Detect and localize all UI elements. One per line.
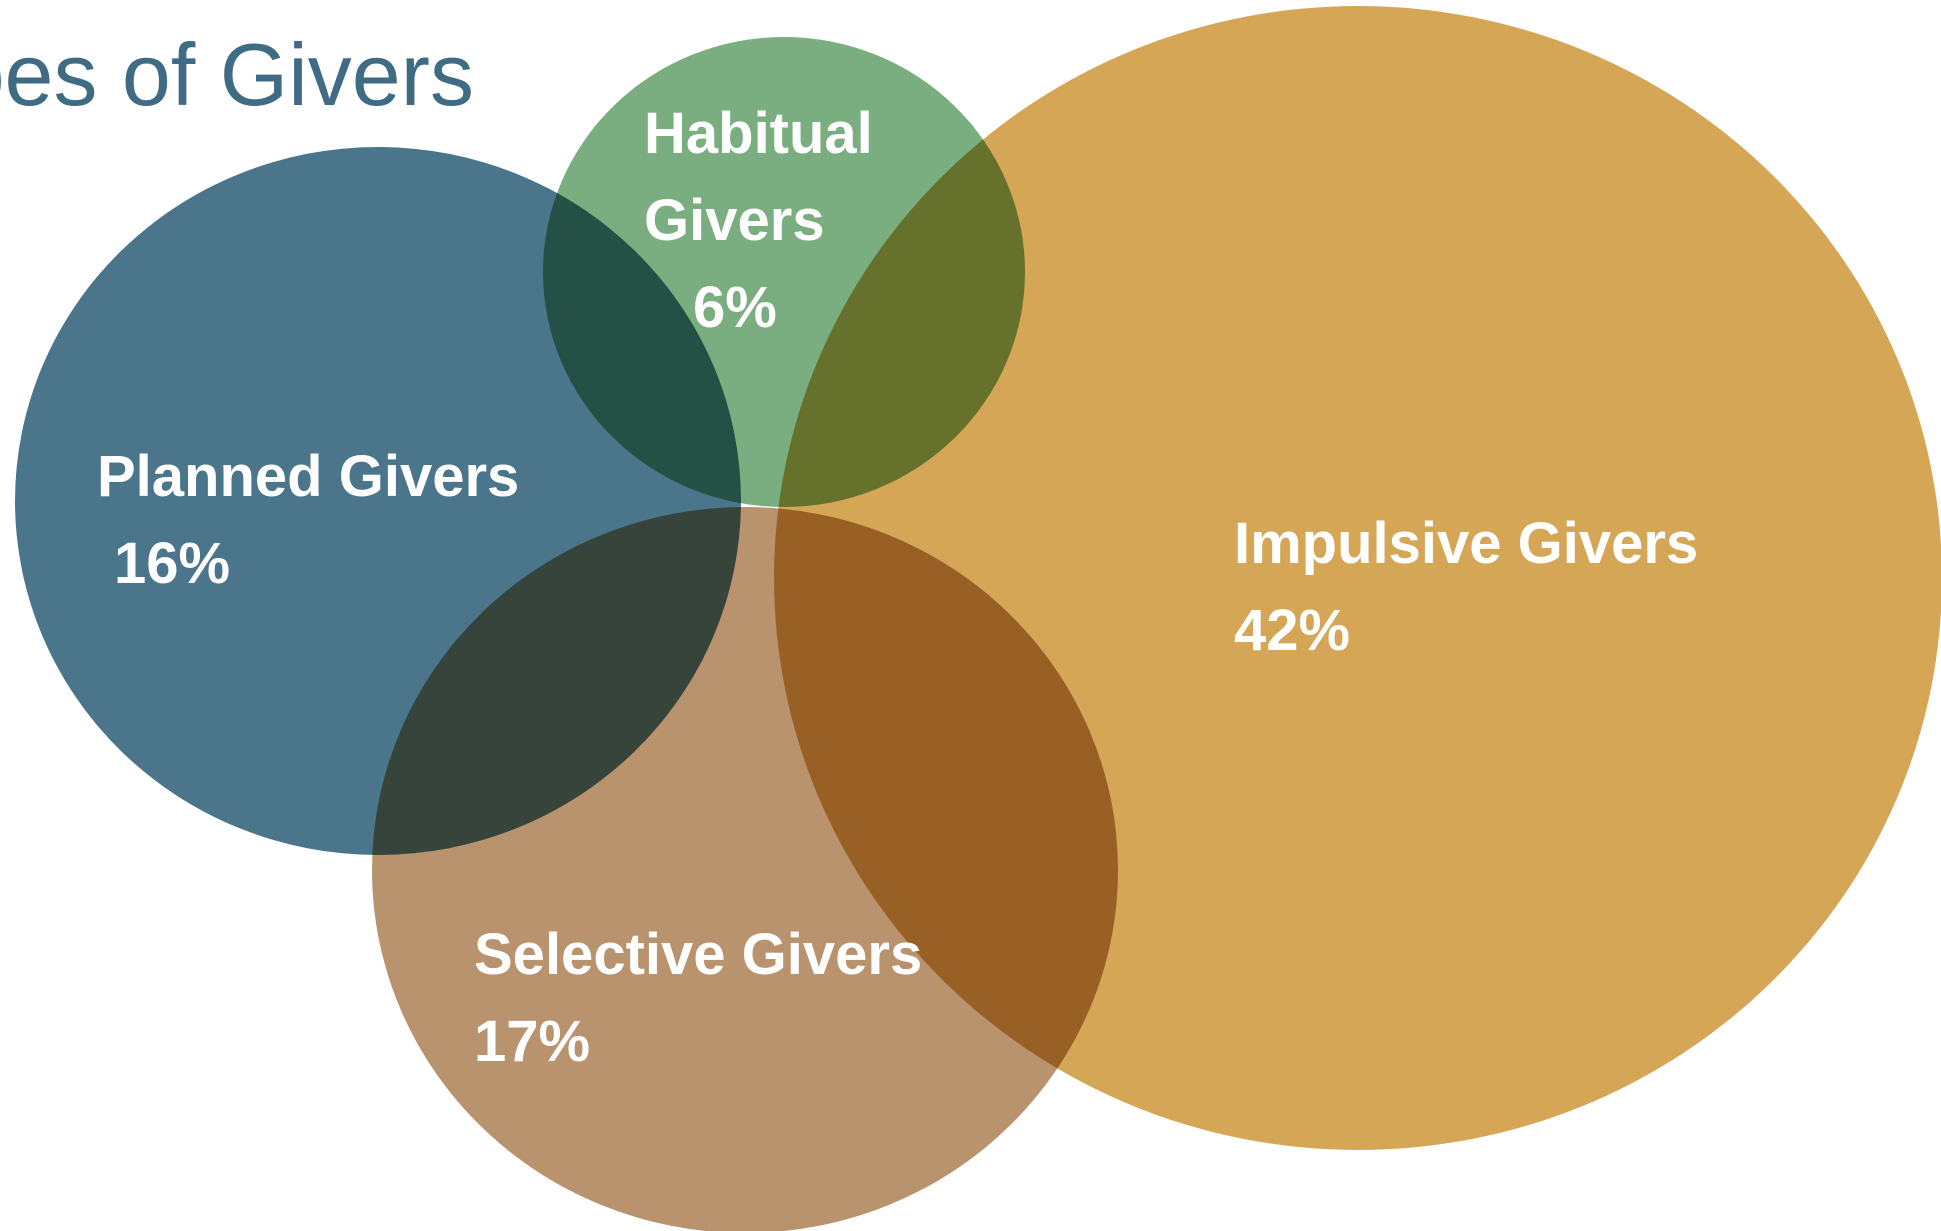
category-name: Planned Givers <box>97 444 520 509</box>
giver-label: Impulsive Givers 42% <box>1234 500 1834 674</box>
value-label: 17% <box>474 1009 591 1074</box>
category-name: Habitual Givers <box>644 101 873 253</box>
giver-label: Selective Givers 17% <box>474 911 1034 1085</box>
value-label: 42% <box>1234 598 1351 663</box>
category-name: Impulsive Givers <box>1234 511 1699 576</box>
category-name: Selective Givers <box>474 922 923 987</box>
value-label: 16% <box>114 531 231 596</box>
chart-title: Types of Givers <box>0 25 474 124</box>
value-label: 6% <box>693 275 777 340</box>
giver-label: Planned Givers 16% <box>97 433 617 607</box>
giver-circle <box>543 37 1025 507</box>
giver-label: Habitual Givers 6% <box>644 90 874 351</box>
